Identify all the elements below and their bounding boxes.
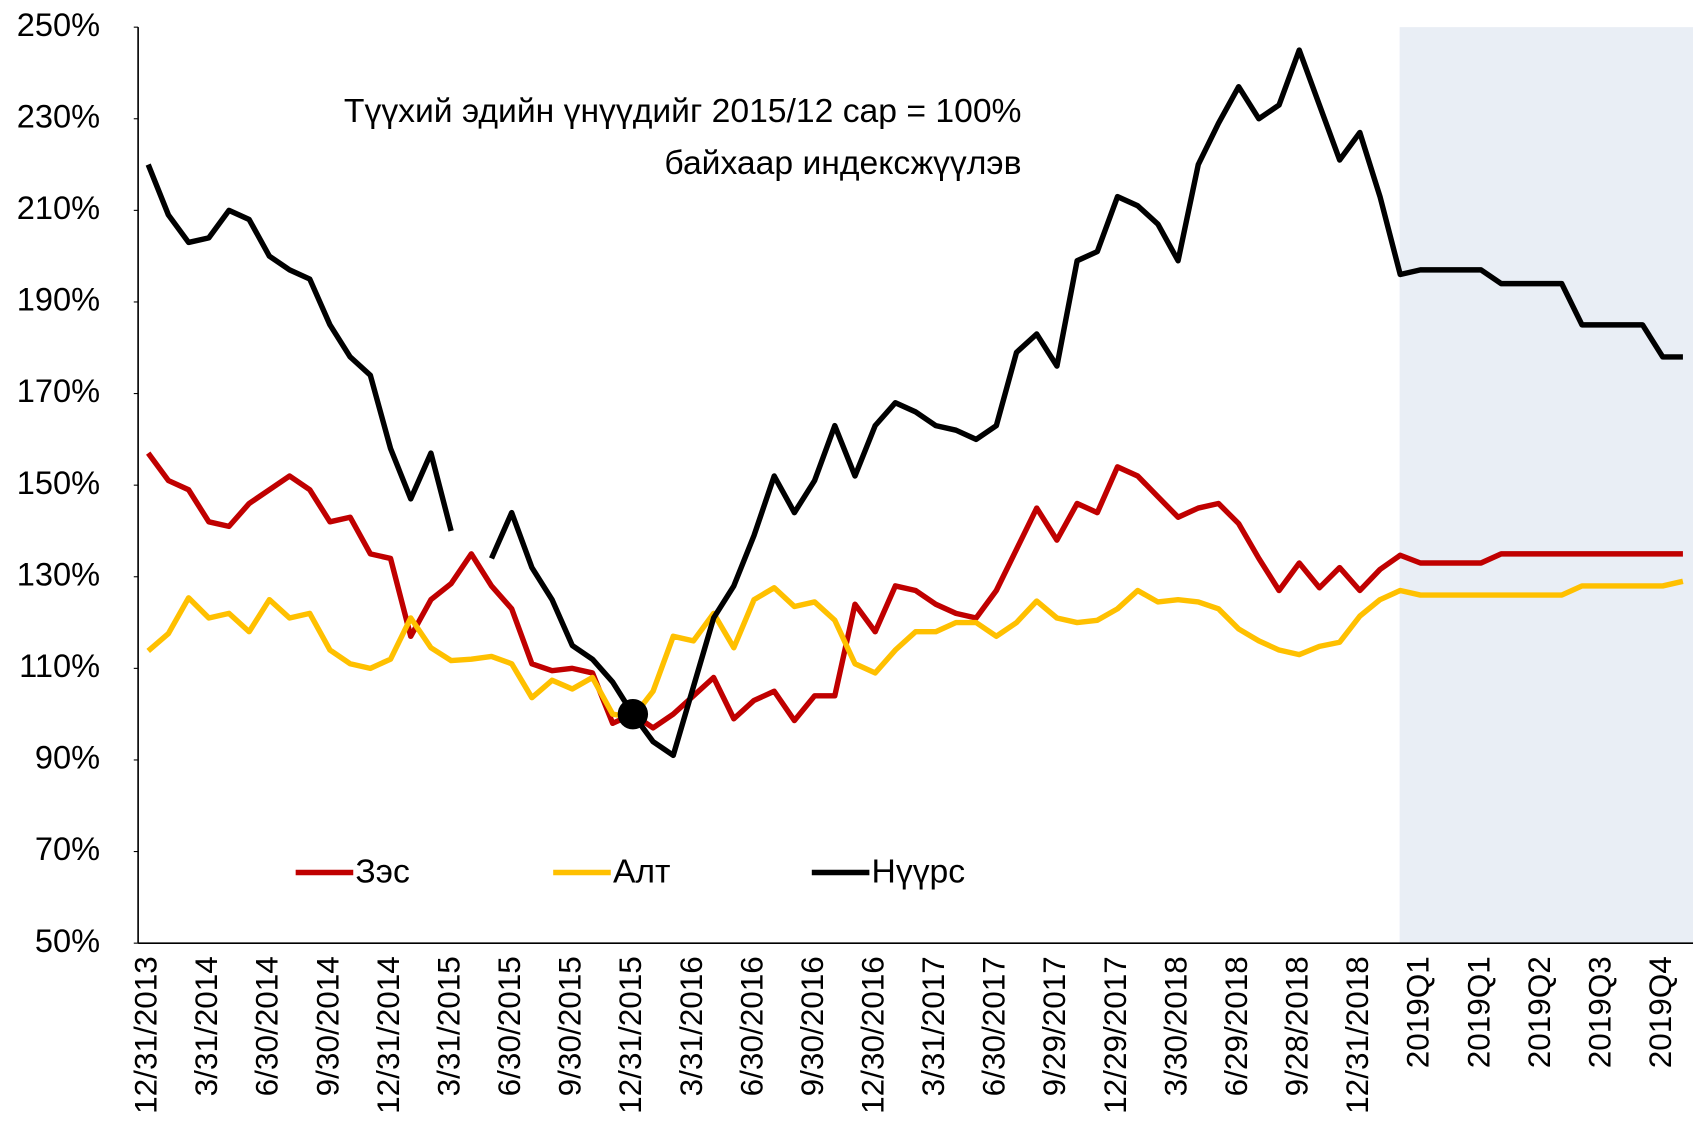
- x-tick-label: 9/29/2017: [1036, 956, 1072, 1096]
- x-tick-label: 6/30/2015: [491, 956, 527, 1096]
- y-tick-label: 130%: [17, 555, 100, 592]
- x-tick-label: 3/31/2014: [188, 956, 224, 1096]
- forecast-shade: [1399, 27, 1694, 944]
- x-tick-label: 3/31/2015: [430, 956, 466, 1096]
- y-tick-label: 70%: [35, 830, 100, 867]
- x-tick-label: 12/29/2017: [1097, 956, 1133, 1114]
- x-tick-label: 6/30/2016: [733, 956, 769, 1096]
- y-tick-label: 110%: [19, 647, 100, 684]
- x-tick-label: 12/31/2018: [1339, 956, 1375, 1114]
- x-tick-label: 2019Q1: [1460, 956, 1496, 1068]
- legend-label: Алт: [613, 854, 671, 891]
- y-tick-label: 250%: [17, 6, 100, 43]
- x-tick-label: 12/31/2014: [370, 956, 406, 1114]
- y-tick-label: 210%: [17, 189, 100, 226]
- annotation: Түүхий эдийн үнүүдийг 2015/12 сар = 100%: [344, 93, 1022, 130]
- x-tick-label: 9/30/2015: [552, 956, 588, 1096]
- x-tick-label: 9/30/2016: [794, 956, 830, 1096]
- x-tick-label: 3/31/2016: [673, 956, 709, 1096]
- x-tick-label: 3/31/2017: [915, 956, 951, 1096]
- y-tick-label: 50%: [35, 922, 100, 959]
- x-tick-label: 9/30/2014: [309, 956, 345, 1096]
- series-line: [146, 578, 1684, 721]
- x-tick-label: 6/30/2014: [249, 956, 285, 1096]
- x-tick-label: 9/28/2018: [1279, 956, 1315, 1096]
- x-tick-label: 12/31/2013: [128, 956, 164, 1114]
- x-tick-label: 2019Q1: [1400, 956, 1436, 1068]
- series-line: [145, 47, 1683, 759]
- y-tick-label: 150%: [17, 464, 100, 501]
- x-tick-label: 2019Q4: [1642, 956, 1678, 1068]
- x-tick-label: 3/30/2018: [1157, 956, 1193, 1096]
- x-tick-label: 2019Q3: [1581, 956, 1617, 1068]
- y-tick-label: 230%: [17, 97, 100, 134]
- y-tick-label: 90%: [35, 739, 100, 776]
- y-tick-label: 190%: [17, 281, 100, 318]
- x-tick-label: 12/31/2015: [612, 956, 648, 1114]
- annotation: байхаар индексжүүлэв: [664, 145, 1021, 182]
- y-tick-label: 170%: [17, 372, 100, 409]
- x-tick-label: 12/30/2016: [855, 956, 891, 1114]
- series-line: [146, 451, 1683, 731]
- x-tick-label: 6/30/2017: [976, 956, 1012, 1096]
- plot: [145, 47, 1684, 759]
- x-tick-label: 6/29/2018: [1218, 956, 1254, 1096]
- legend-label: Нүүрс: [872, 854, 966, 891]
- highlight-point: [617, 698, 649, 730]
- x-tick-label: 2019Q2: [1521, 956, 1557, 1068]
- legend-label: Зэс: [355, 854, 409, 891]
